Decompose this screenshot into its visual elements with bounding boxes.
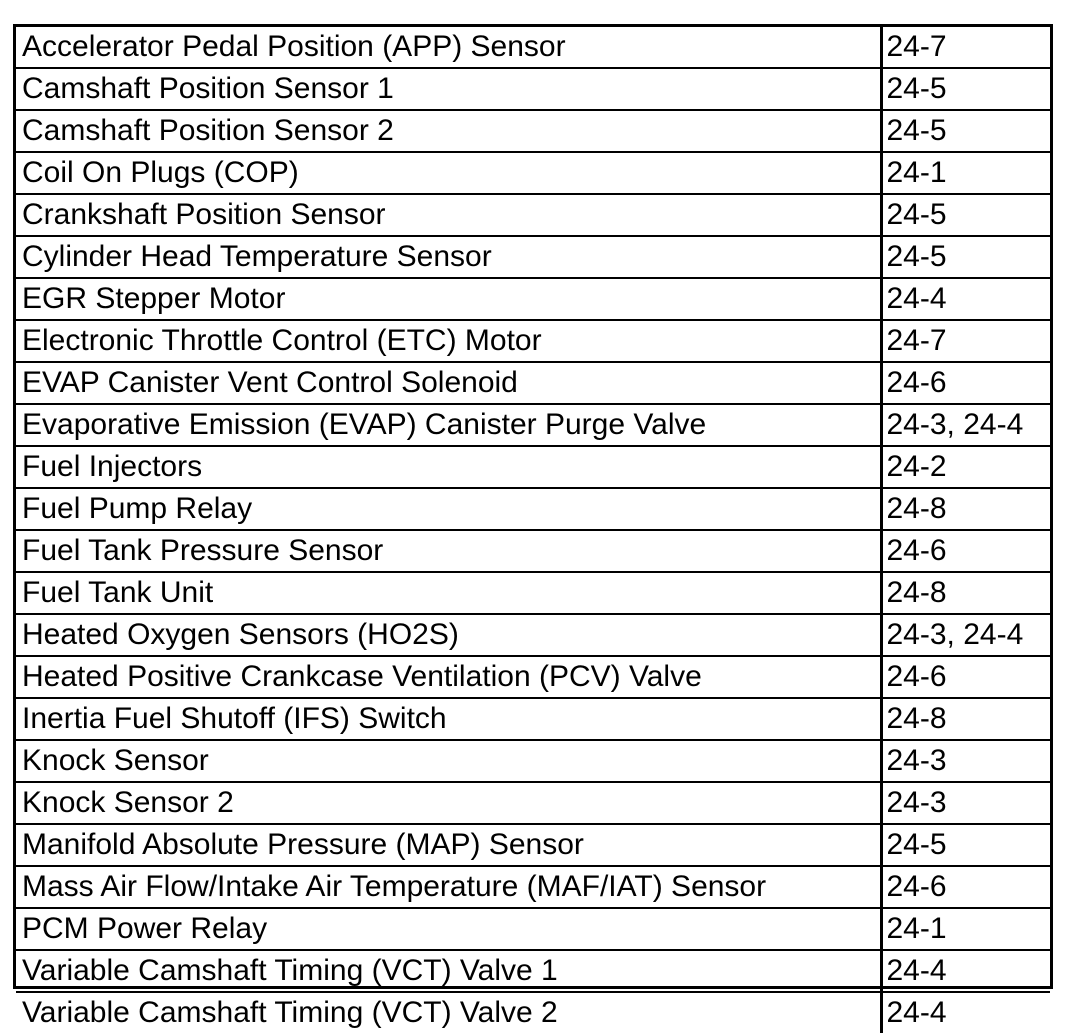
table-row: Camshaft Position Sensor 1 24-5 bbox=[16, 68, 1050, 111]
reference-cell: 24-5 bbox=[881, 68, 1050, 111]
component-name-cell: Cylinder Head Temperature Sensor bbox=[16, 236, 883, 279]
component-name-cell: Coil On Plugs (COP) bbox=[16, 152, 883, 195]
component-name-cell: Inertia Fuel Shutoff (IFS) Switch bbox=[16, 698, 883, 741]
component-name-cell: Mass Air Flow/Intake Air Temperature (MA… bbox=[16, 866, 883, 909]
table-row: Cylinder Head Temperature Sensor 24-5 bbox=[16, 236, 1050, 279]
component-name-cell: Fuel Tank Unit bbox=[16, 572, 883, 615]
component-name-cell: Fuel Injectors bbox=[16, 446, 883, 489]
component-name-cell: Manifold Absolute Pressure (MAP) Sensor bbox=[16, 824, 883, 867]
component-name-cell: Knock Sensor bbox=[16, 740, 883, 783]
reference-cell: 24-6 bbox=[881, 530, 1050, 573]
reference-cell: 24-4 bbox=[881, 950, 1050, 993]
reference-cell: 24-1 bbox=[881, 152, 1050, 195]
reference-cell: 24-3, 24-4 bbox=[881, 404, 1050, 447]
reference-cell: 24-1 bbox=[881, 908, 1050, 951]
reference-cell: 24-4 bbox=[881, 278, 1050, 321]
table-row: Evaporative Emission (EVAP) Canister Pur… bbox=[16, 404, 1050, 447]
table-row: Fuel Tank Unit 24-8 bbox=[16, 572, 1050, 615]
table-row: EVAP Canister Vent Control Solenoid 24-6 bbox=[16, 362, 1050, 405]
table-row: Heated Positive Crankcase Ventilation (P… bbox=[16, 656, 1050, 699]
reference-cell: 24-4 bbox=[886, 996, 947, 1029]
table-row: Accelerator Pedal Position (APP) Sensor 2… bbox=[16, 27, 1050, 69]
component-name-cell: Camshaft Position Sensor 2 bbox=[16, 110, 883, 153]
reference-cell: 24-8 bbox=[881, 488, 1050, 531]
component-table: Accelerator Pedal Position (APP) Sensor 2… bbox=[16, 27, 1050, 1033]
component-name-cell: Electronic Throttle Control (ETC) Motor bbox=[16, 320, 883, 363]
component-name-cell: Fuel Pump Relay bbox=[16, 488, 883, 531]
component-reference-table: Accelerator Pedal Position (APP) Sensor 2… bbox=[13, 24, 1053, 1033]
table-row: Crankshaft Position Sensor 24-5 bbox=[16, 194, 1050, 237]
component-name-cell: Crankshaft Position Sensor bbox=[16, 194, 883, 237]
reference-cell: 24-5 bbox=[881, 110, 1050, 153]
reference-cell: 24-7 bbox=[881, 27, 1050, 69]
component-name-cell: PCM Power Relay bbox=[16, 908, 883, 951]
table-row: Manifold Absolute Pressure (MAP) Sensor 2… bbox=[16, 824, 1050, 867]
reference-cell: 24-5 bbox=[881, 824, 1050, 867]
reference-cell: 24-6 bbox=[881, 656, 1050, 699]
component-name-cell: Knock Sensor 2 bbox=[16, 782, 883, 825]
table-row: Fuel Pump Relay 24-8 bbox=[16, 488, 1050, 531]
component-name-cell: EGR Stepper Motor bbox=[16, 278, 883, 321]
table-row: Inertia Fuel Shutoff (IFS) Switch 24-8 bbox=[16, 698, 1050, 741]
component-name-cell: Camshaft Position Sensor 1 bbox=[16, 68, 883, 111]
reference-cell: 24-8 bbox=[881, 572, 1050, 615]
component-name-cell: Variable Camshaft Timing (VCT) Valve 1 bbox=[16, 950, 883, 993]
component-name-cell: Evaporative Emission (EVAP) Canister Pur… bbox=[16, 404, 883, 447]
table-row: Variable Camshaft Timing (VCT) Valve 2 24… bbox=[16, 992, 1050, 1033]
reference-cell: 24-6 bbox=[881, 866, 1050, 909]
reference-cell: 24-3 bbox=[881, 782, 1050, 825]
component-name-cell: Heated Oxygen Sensors (HO2S) bbox=[16, 614, 883, 657]
component-name-cell: Accelerator Pedal Position (APP) Sensor bbox=[16, 27, 883, 69]
table-row: Knock Sensor 2 24-3 bbox=[16, 782, 1050, 825]
component-name-cell: Variable Camshaft Timing (VCT) Valve 2 bbox=[16, 992, 883, 1033]
table-row: Mass Air Flow/Intake Air Temperature (MA… bbox=[16, 866, 1050, 909]
table-row: Coil On Plugs (COP) 24-1 bbox=[16, 152, 1050, 195]
table-row: Heated Oxygen Sensors (HO2S) 24-3, 24-4 bbox=[16, 614, 1050, 657]
table-row: PCM Power Relay 24-1 bbox=[16, 908, 1050, 951]
reference-cell: 24-5 bbox=[881, 194, 1050, 237]
component-name-cell: Fuel Tank Pressure Sensor bbox=[16, 530, 883, 573]
table-row: Fuel Injectors 24-2 bbox=[16, 446, 1050, 489]
reference-cell: 24-8 bbox=[881, 698, 1050, 741]
reference-cell: 24-5 bbox=[881, 236, 1050, 279]
reference-cell: 24-6 bbox=[881, 362, 1050, 405]
table-row: Variable Camshaft Timing (VCT) Valve 1 24… bbox=[16, 950, 1050, 993]
reference-cell: 24-2 bbox=[881, 446, 1050, 489]
component-name-cell: EVAP Canister Vent Control Solenoid bbox=[16, 362, 883, 405]
component-name-cell: Heated Positive Crankcase Ventilation (P… bbox=[16, 656, 883, 699]
table-row: Knock Sensor 24-3 bbox=[16, 740, 1050, 783]
table-row: Fuel Tank Pressure Sensor 24-6 bbox=[16, 530, 1050, 573]
reference-cell: 24-7 bbox=[881, 320, 1050, 363]
table-row: Electronic Throttle Control (ETC) Motor 2… bbox=[16, 320, 1050, 363]
table-row: Camshaft Position Sensor 2 24-5 bbox=[16, 110, 1050, 153]
table-row: EGR Stepper Motor 24-4 bbox=[16, 278, 1050, 321]
reference-cell: 24-3 bbox=[881, 740, 1050, 783]
reference-cell: 24-3, 24-4 bbox=[881, 614, 1050, 657]
